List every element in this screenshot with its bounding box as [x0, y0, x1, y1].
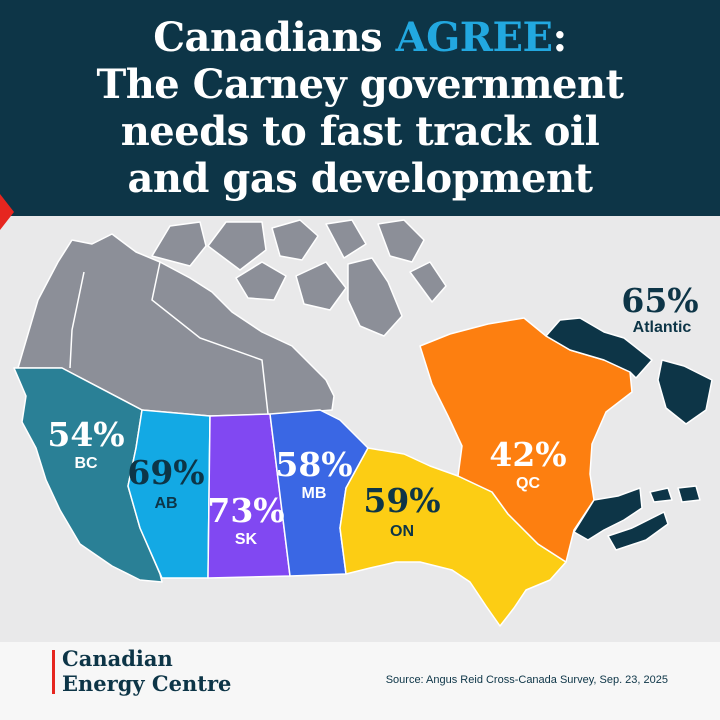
label-on: 59% ON [363, 481, 440, 540]
logo-line-2: Energy Centre [62, 671, 232, 696]
sk-value: 73% [207, 491, 284, 530]
headline-line-2: The Carney government [96, 61, 624, 108]
headline: Canadians AGREE: The Carney government n… [0, 14, 720, 202]
label-ab: 69% AB [127, 453, 204, 512]
canadian-energy-centre-logo: Canadian Energy Centre [62, 646, 231, 696]
qc-name: QC [516, 475, 540, 492]
canada-map: 65% Atlantic 54% BC 69% AB 73% SK 58% MB… [13, 219, 713, 627]
label-bc: 54% BC [47, 415, 124, 472]
qc-value: 42% [489, 435, 566, 474]
mb-name: MB [302, 485, 327, 502]
region-qc [419, 317, 633, 563]
footer [0, 642, 720, 720]
bc-name: BC [74, 455, 98, 472]
bc-value: 54% [47, 415, 124, 454]
headline-line-3: needs to fast track oil [120, 108, 600, 155]
atlantic-name: Atlantic [633, 319, 692, 336]
label-qc: 42% QC [489, 435, 566, 492]
mb-value: 58% [275, 445, 352, 484]
label-sk: 73% SK [207, 491, 284, 548]
header-banner: Canadians AGREE: The Carney government n… [0, 0, 720, 216]
region-atlantic [545, 317, 713, 551]
headline-line-1: Canadians AGREE: [153, 14, 567, 61]
logo-line-1: Canadian [62, 646, 173, 671]
on-name: ON [390, 523, 414, 540]
territory-borders [69, 261, 269, 415]
on-value: 59% [363, 481, 440, 520]
label-mb: 58% MB [275, 445, 352, 502]
region-north [17, 219, 447, 417]
source-note: Source: Angus Reid Cross-Canada Survey, … [385, 674, 668, 686]
headline-accent-word: AGREE [395, 14, 553, 61]
sk-name: SK [235, 531, 258, 548]
logo-red-bar [52, 650, 55, 694]
ab-name: AB [154, 495, 177, 512]
atlantic-value: 65% [621, 281, 698, 320]
headline-line-4: and gas development [127, 155, 593, 202]
ab-value: 69% [127, 453, 204, 492]
label-atlantic: 65% Atlantic [621, 281, 698, 336]
red-tab-marker [0, 194, 14, 230]
